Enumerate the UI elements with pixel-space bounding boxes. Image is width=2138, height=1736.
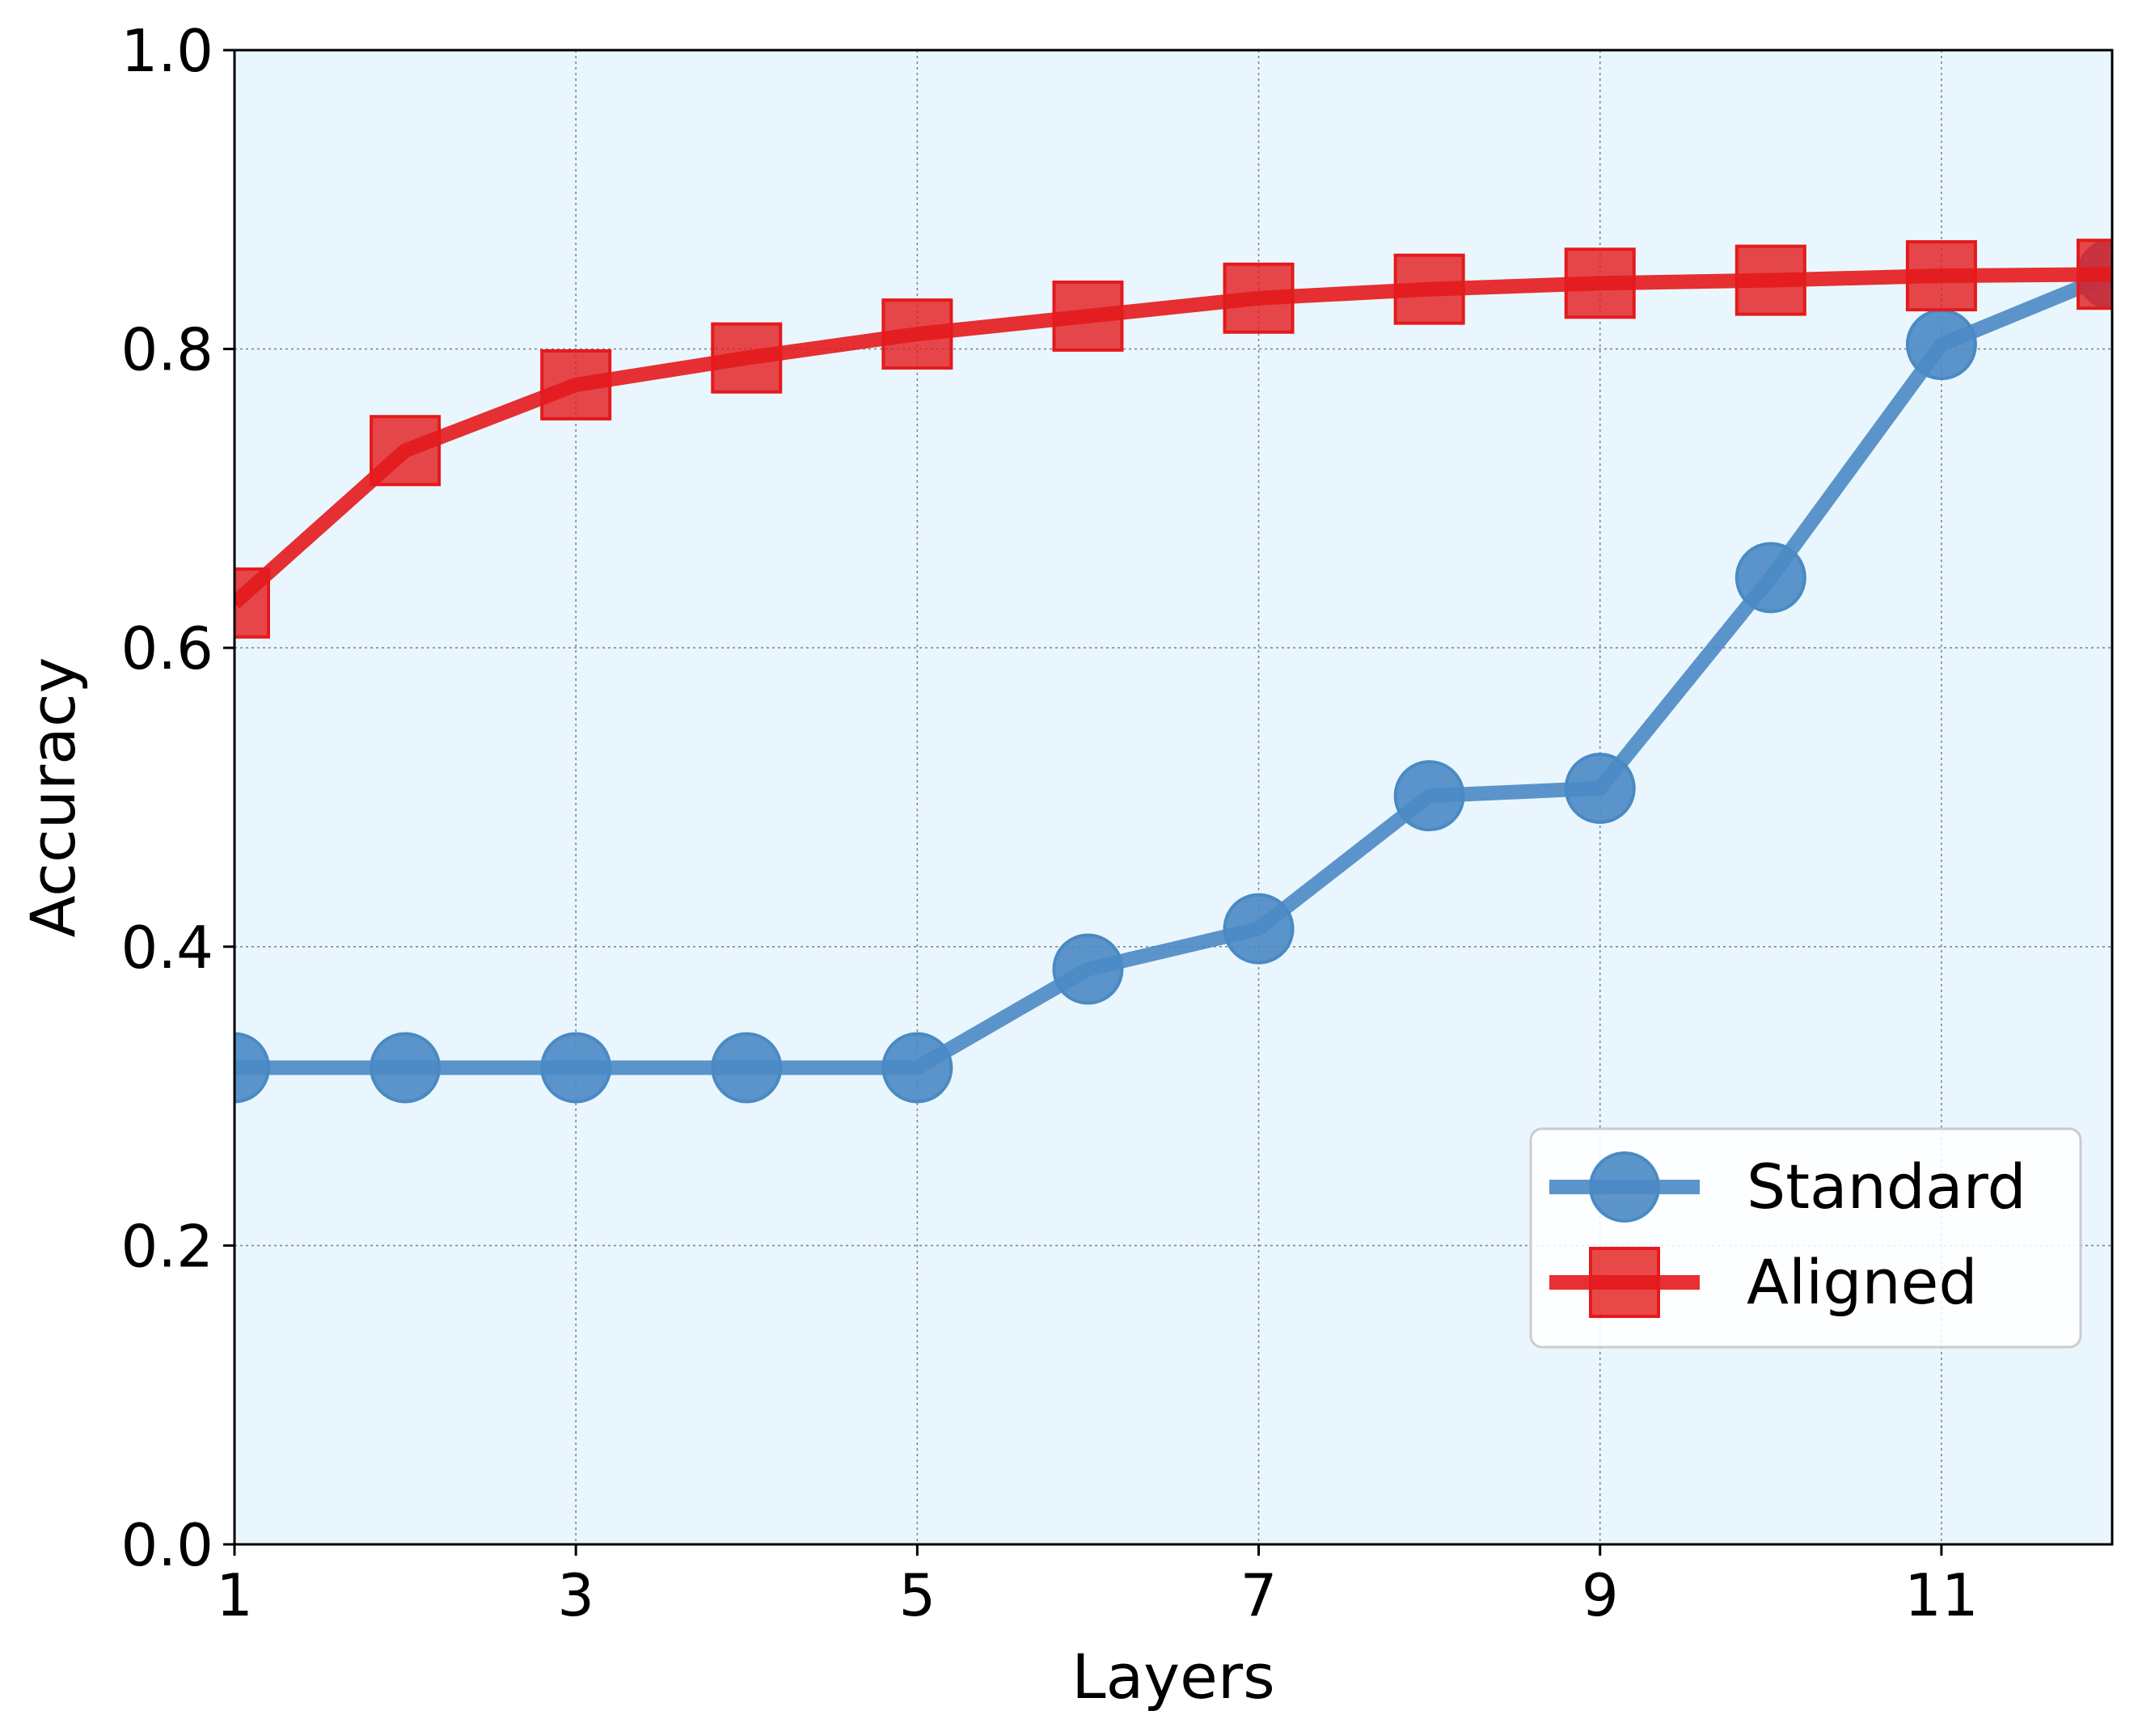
x-tick-label: 9 [1582, 1561, 1619, 1629]
series-standard [235, 239, 2112, 1104]
data-series [235, 239, 2112, 1104]
square-marker [2077, 239, 2112, 310]
y-tick-label: 0.8 [120, 316, 213, 384]
square-marker [1052, 280, 1124, 352]
circle-marker [881, 1032, 953, 1104]
square-marker [1564, 247, 1636, 319]
circle-marker [235, 1032, 270, 1104]
legend-label: Standard [1747, 1151, 2026, 1223]
x-axis-title: Layers [1071, 1641, 1275, 1713]
square-marker [881, 298, 953, 370]
y-tick-label: 0.2 [120, 1212, 213, 1280]
legend-item-standard: Standard [1549, 1151, 2026, 1223]
x-tick-label: 1 [216, 1561, 253, 1629]
circle-marker [1223, 893, 1295, 965]
legend-marker [1589, 1151, 1660, 1223]
y-tick-label: 0.0 [120, 1511, 213, 1579]
y-tick-label: 1.0 [120, 17, 213, 85]
legend-marker [1589, 1247, 1660, 1318]
y-tick-label: 0.4 [120, 914, 213, 982]
legend-item-aligned: Aligned [1549, 1246, 1978, 1318]
y-axis-title: Accuracy [17, 657, 89, 938]
square-marker [1905, 240, 1977, 312]
circle-marker [1393, 760, 1465, 832]
circle-marker [1734, 542, 1806, 614]
circle-marker [1905, 309, 1977, 381]
circle-marker [540, 1032, 612, 1104]
axis-ticks: 1 3 5 7 9 11 0.0 0.2 0.4 0.6 0.8 1.0 [120, 17, 1978, 1629]
legend: Standard Aligned [1529, 1127, 2082, 1349]
circle-marker [370, 1032, 442, 1104]
legend-label: Aligned [1747, 1246, 1978, 1318]
y-tick-label: 0.6 [120, 615, 213, 682]
square-marker [370, 415, 442, 487]
square-marker [711, 322, 783, 394]
x-tick-label: 11 [1904, 1561, 1979, 1629]
circle-marker [711, 1032, 783, 1104]
plot-frame [233, 49, 2114, 1546]
circle-marker [1564, 752, 1636, 824]
x-tick-label: 3 [557, 1561, 594, 1629]
square-marker [1223, 262, 1295, 334]
square-marker [540, 348, 612, 420]
square-marker [1393, 253, 1465, 325]
series-aligned [235, 239, 2112, 639]
circle-marker [1052, 933, 1124, 1005]
square-marker [1734, 244, 1806, 316]
x-tick-label: 7 [1240, 1561, 1278, 1629]
square-marker [235, 567, 270, 639]
x-tick-label: 5 [898, 1561, 936, 1629]
